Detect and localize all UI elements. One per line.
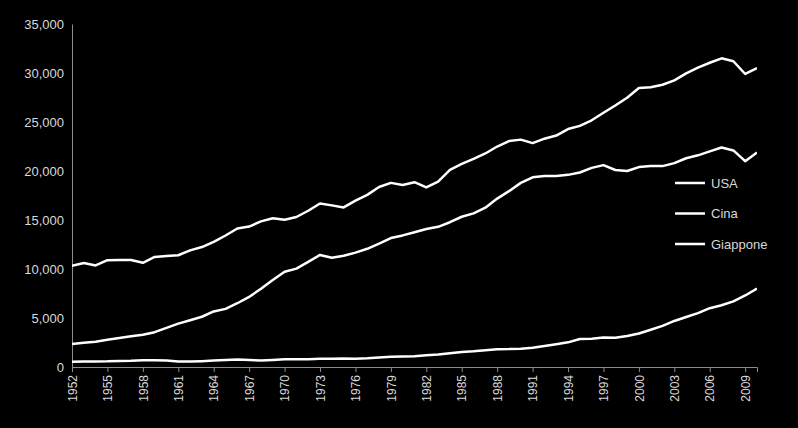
legend-entry: USA	[675, 176, 738, 191]
x-tick: 1979	[385, 367, 399, 402]
x-tick-label: 1979	[385, 375, 399, 402]
y-tick: 0	[57, 360, 72, 375]
x-tick-mark	[72, 367, 73, 372]
x-tick: 1991	[526, 367, 540, 402]
x-tick: 1985	[455, 367, 469, 402]
x-tick-mark	[497, 367, 498, 372]
x-axis-line	[73, 368, 758, 373]
x-tick-label: 1952	[66, 375, 80, 402]
y-tick-label: 35,000	[24, 17, 64, 32]
y-tick-label: 0	[57, 360, 64, 375]
x-tick: 2003	[668, 367, 682, 402]
y-tick: 25,000	[24, 115, 72, 130]
x-tick-mark	[568, 367, 569, 372]
x-tick: 1958	[137, 367, 151, 402]
x-tick-label: 1961	[172, 375, 186, 402]
x-tick: 2009	[739, 367, 753, 402]
x-tick-label: 2000	[633, 375, 647, 402]
series-line	[72, 58, 757, 266]
x-tick: 1988	[491, 367, 505, 402]
legend-label: USA	[711, 176, 738, 191]
y-tick: 5,000	[31, 311, 72, 326]
background	[0, 0, 798, 428]
x-tick: 1997	[597, 367, 611, 402]
legend-swatch	[675, 212, 705, 215]
x-tick-label: 1958	[137, 375, 151, 402]
y-tick: 10,000	[24, 262, 72, 277]
x-tick: 1952	[66, 367, 80, 402]
y-tick-label: 20,000	[24, 164, 64, 179]
x-tick-label: 1964	[207, 375, 221, 402]
x-tick: 1973	[314, 367, 328, 402]
x-tick: 1976	[349, 367, 363, 402]
legend-swatch	[675, 243, 705, 246]
x-tick-mark	[285, 367, 286, 372]
x-axis: 1952 1955 1958 1961 1964 1967 1970 1973 1976 1979…	[66, 367, 758, 402]
x-tick-label: 2009	[739, 375, 753, 402]
y-tick: 15,000	[24, 213, 72, 228]
x-tick-label: 1955	[101, 375, 115, 402]
legend-entry: Giappone	[675, 237, 767, 252]
x-tick-mark	[214, 367, 215, 372]
x-tick-mark	[533, 367, 534, 372]
y-axis: 0 5,000 10,000 15,000 20,000 25,000 30,000 35,0…	[24, 17, 72, 375]
y-tick: 20,000	[24, 164, 72, 179]
legend-label: Giappone	[711, 237, 767, 252]
x-tick: 1955	[101, 367, 115, 402]
y-tick-label: 5,000	[31, 311, 64, 326]
y-tick: 30,000	[24, 66, 72, 81]
x-tick-mark	[178, 367, 179, 372]
x-tick-label: 1982	[420, 375, 434, 402]
x-tick-label: 1991	[526, 375, 540, 402]
series-group	[72, 58, 757, 361]
y-tick-label: 10,000	[24, 262, 64, 277]
x-tick-mark	[674, 367, 675, 372]
x-tick-mark	[320, 367, 321, 372]
x-tick-label: 1970	[278, 375, 292, 402]
y-tick-label: 15,000	[24, 213, 64, 228]
x-tick-mark	[426, 367, 427, 372]
series-line	[72, 147, 757, 344]
chart-svg: 1952 1955 1958 1961 1964 1967 1970 1973 1976 1979…	[0, 0, 798, 428]
x-tick-mark	[391, 367, 392, 372]
y-axis-line	[72, 25, 73, 368]
x-tick-mark	[143, 367, 144, 372]
x-tick-mark	[710, 367, 711, 372]
x-tick: 1970	[278, 367, 292, 402]
x-tick-label: 1967	[243, 375, 257, 402]
plot: 1952 1955 1958 1961 1964 1967 1970 1973 1976 1979…	[24, 17, 757, 402]
x-tick: 2006	[703, 367, 717, 402]
x-tick-mark	[462, 367, 463, 372]
legend-label: Cina	[711, 206, 739, 221]
x-tick-label: 1988	[491, 375, 505, 402]
y-tick: 35,000	[24, 17, 72, 32]
legend-swatch	[675, 182, 705, 185]
x-tick-mark	[639, 367, 640, 372]
x-tick-label: 2003	[668, 375, 682, 402]
x-tick-label: 1985	[455, 375, 469, 402]
x-tick-mark	[355, 367, 356, 372]
x-tick-mark	[603, 367, 604, 372]
x-tick-label: 1994	[562, 375, 576, 402]
x-tick: 1982	[420, 367, 434, 402]
x-tick: 1967	[243, 367, 257, 402]
legend-entry: Cina	[675, 206, 739, 221]
legend: USA Cina Giappone	[675, 176, 767, 252]
x-tick-label: 1997	[597, 375, 611, 402]
y-tick-label: 25,000	[24, 115, 64, 130]
chart-container: 1952 1955 1958 1961 1964 1967 1970 1973 1976 1979…	[0, 0, 798, 428]
x-tick-mark	[745, 367, 746, 372]
x-tick-mark	[107, 367, 108, 372]
x-tick: 2000	[633, 367, 647, 402]
x-tick: 1994	[562, 367, 576, 402]
x-tick: 1964	[207, 367, 221, 402]
x-tick: 1961	[172, 367, 186, 402]
x-tick-mark	[249, 367, 250, 372]
y-tick-label: 30,000	[24, 66, 64, 81]
x-tick-label: 2006	[703, 375, 717, 402]
x-tick-label: 1973	[314, 375, 328, 402]
x-tick-label: 1976	[349, 375, 363, 402]
